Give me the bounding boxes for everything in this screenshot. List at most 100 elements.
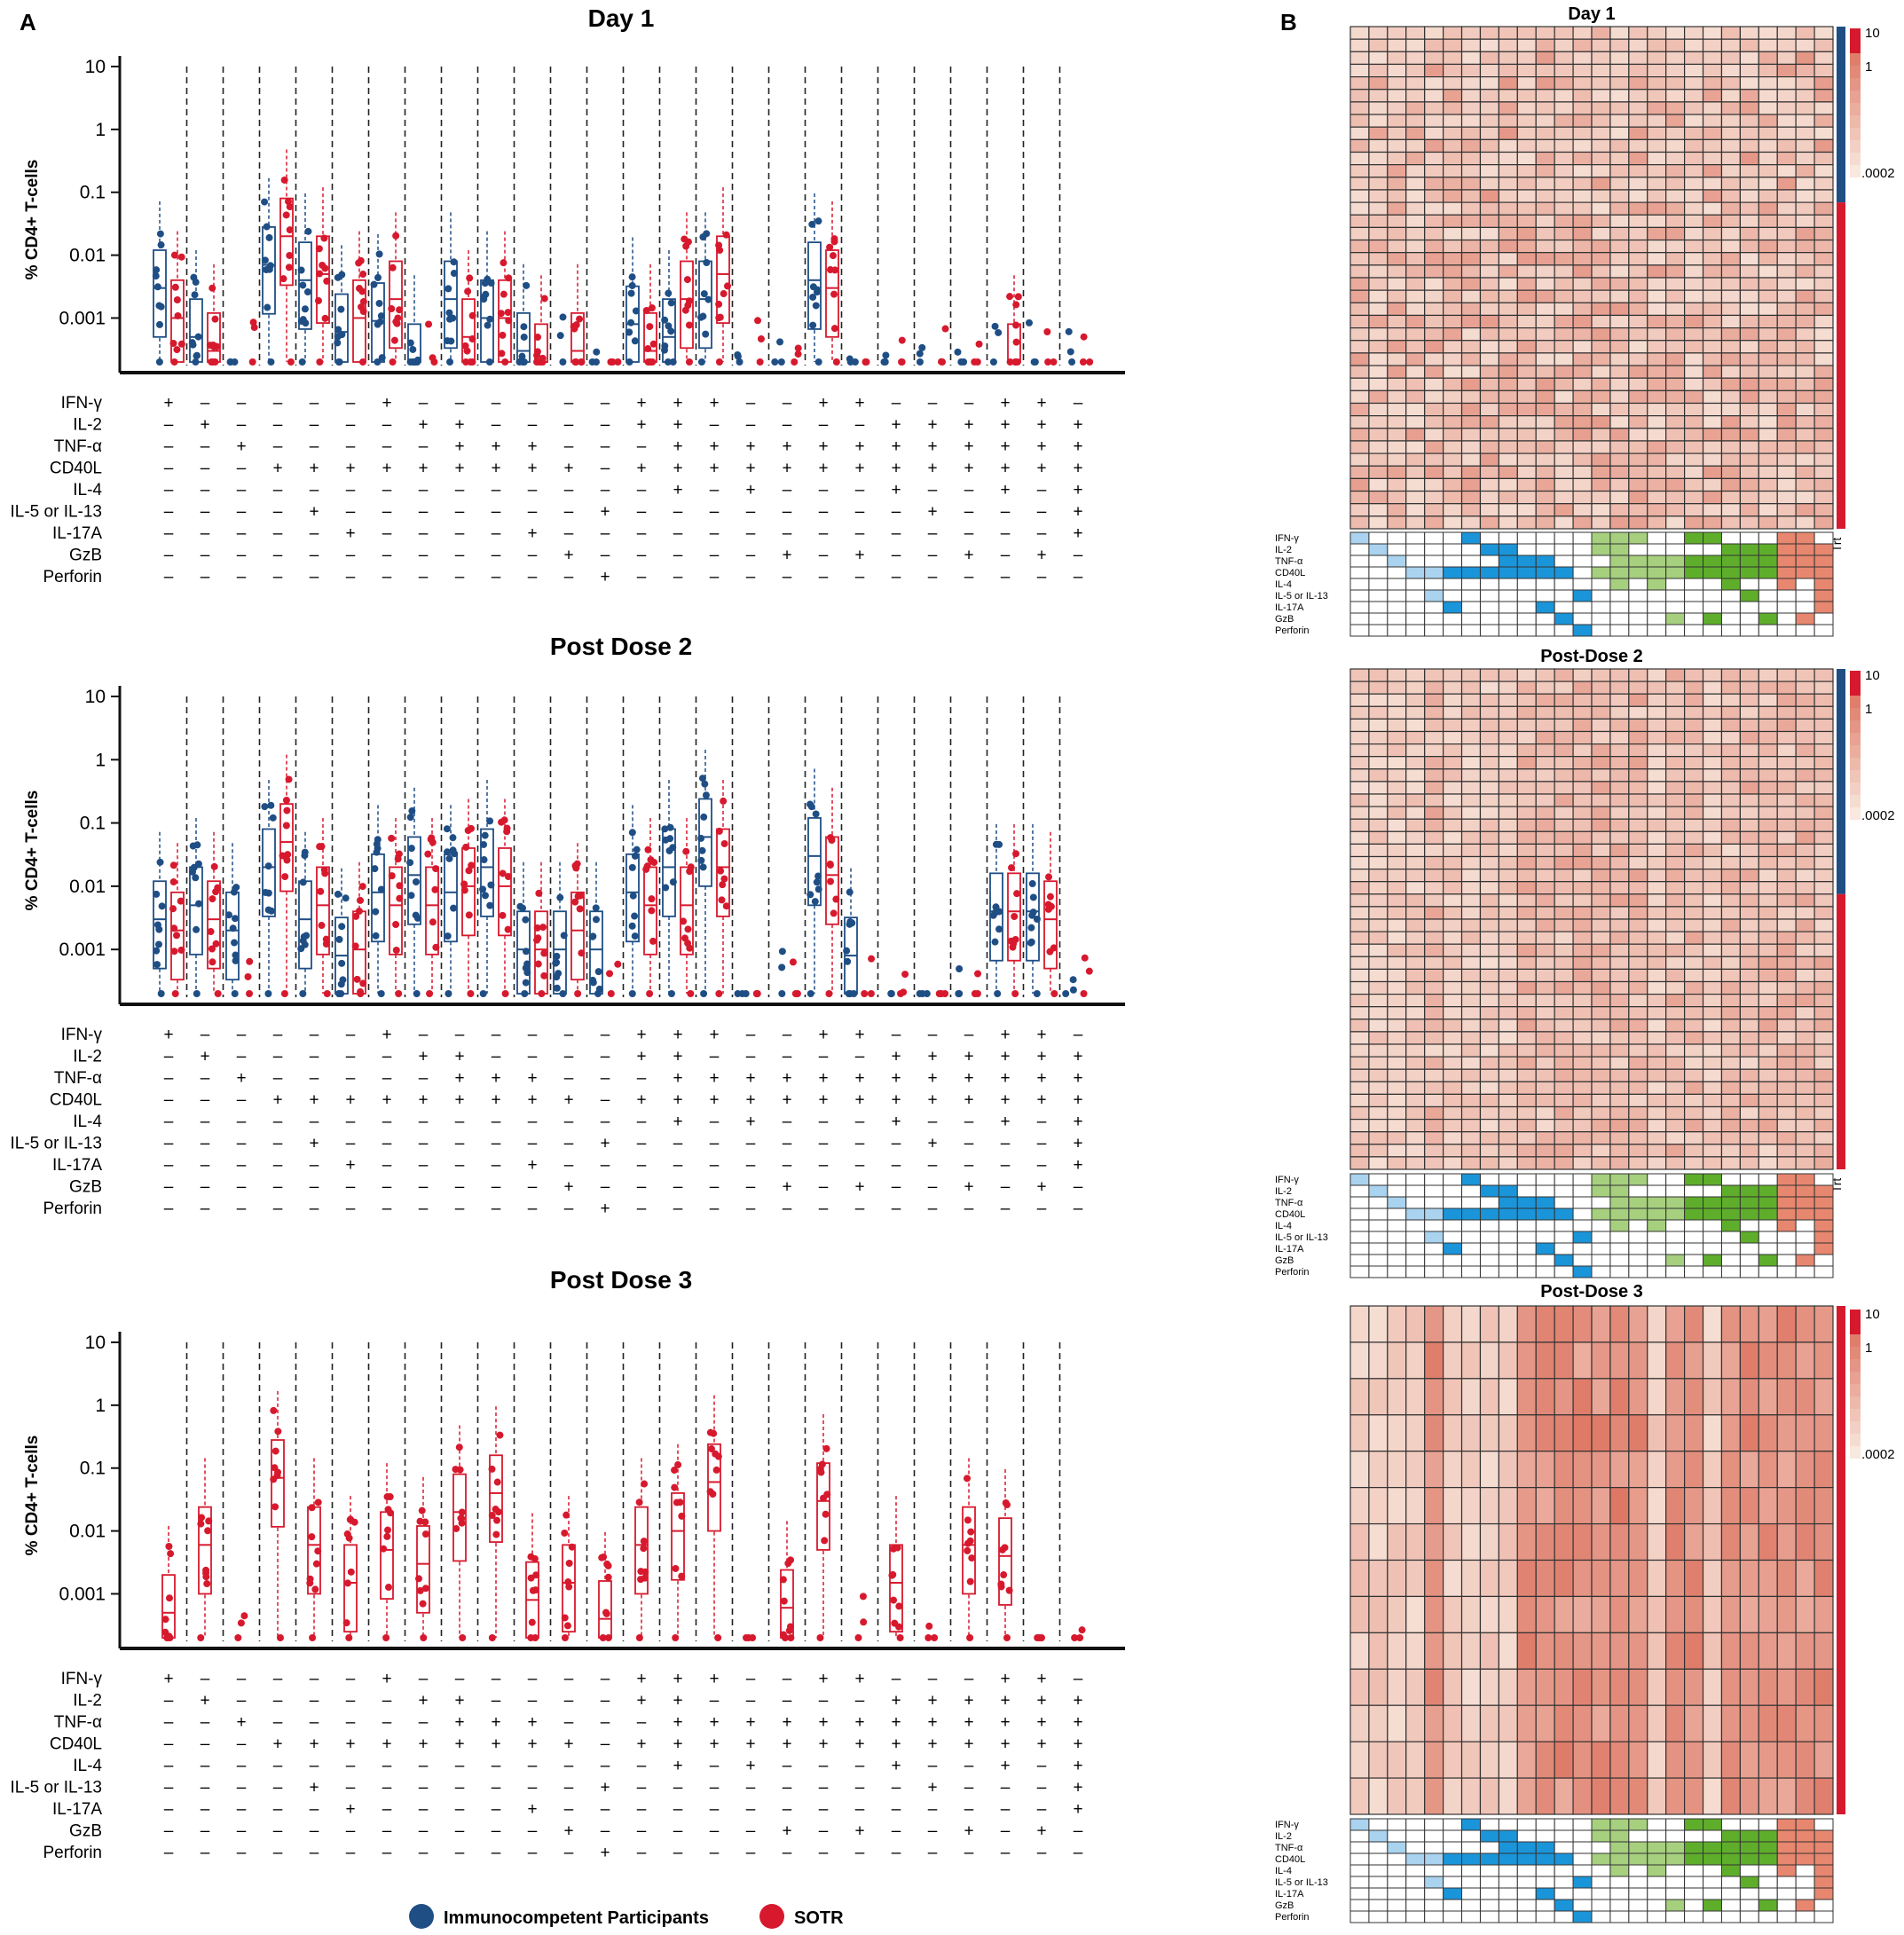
heatmap-cell — [1776, 477, 1797, 492]
marker-sign: – — [928, 394, 938, 413]
heatmap-cell — [1479, 1118, 1499, 1133]
marker-sign: – — [637, 437, 647, 456]
heatmap-cell — [1647, 1777, 1667, 1815]
marker-sign: – — [892, 1844, 901, 1862]
heatmap-cell — [1665, 693, 1686, 707]
heatmap-cell — [1349, 1632, 1370, 1670]
marker-sign: + — [818, 394, 828, 413]
heatmap-cell — [1368, 264, 1389, 279]
heatmap-cell — [1609, 503, 1630, 517]
heatmap-cell — [1424, 806, 1444, 820]
heatmap-cell — [1702, 855, 1723, 870]
heatmap-cell — [1349, 680, 1370, 695]
heatmap-cell — [1443, 705, 1463, 720]
heatmap-cell — [1684, 830, 1704, 845]
heatmap-cell — [1479, 226, 1499, 241]
marker-sign: + — [563, 1735, 573, 1754]
heatmap-cell — [1349, 1704, 1370, 1742]
marker-sign: – — [819, 1135, 829, 1153]
data-point — [299, 281, 307, 289]
marker-grid-cell — [1479, 578, 1499, 591]
marker-sign: + — [1000, 1091, 1010, 1110]
data-point — [493, 1478, 501, 1486]
heatmap-cell — [1591, 1006, 1611, 1020]
heatmap-cell — [1368, 214, 1389, 228]
heatmap-cell — [1628, 1093, 1648, 1108]
heatmap-cell — [1498, 289, 1518, 303]
heatmap-cell — [1758, 1704, 1778, 1742]
marker-sign: – — [201, 1779, 210, 1797]
marker-sign: + — [1000, 481, 1010, 499]
heatmap-cell — [1720, 1378, 1741, 1416]
heatmap-cell — [1609, 226, 1630, 241]
heatmap-cell — [1609, 806, 1630, 820]
y-tick-label: 0.01 — [69, 877, 106, 897]
heatmap-cell — [1702, 718, 1723, 733]
heatmap-cell — [1758, 705, 1778, 720]
data-point — [497, 310, 505, 318]
marker-sign: + — [272, 1091, 282, 1110]
heatmap-cell — [1591, 1414, 1611, 1452]
heatmap-cell — [1443, 151, 1463, 166]
marker-sign: – — [1001, 568, 1011, 586]
marker-grid-cell — [1628, 1254, 1648, 1267]
data-point — [285, 264, 293, 271]
heatmap-cell — [1776, 956, 1797, 971]
heatmap-cell — [1516, 993, 1537, 1008]
heatmap-cell — [1516, 1144, 1537, 1158]
marker-sign: – — [637, 1113, 647, 1131]
heatmap-cell — [1628, 1031, 1648, 1045]
heatmap-cell — [1424, 1031, 1444, 1045]
marker-grid-cell — [1665, 1231, 1686, 1244]
heatmap-cell — [1572, 114, 1593, 128]
heatmap-cell — [1387, 440, 1407, 454]
data-point — [407, 845, 415, 853]
marker-grid-cell — [1443, 543, 1463, 556]
heatmap-cell — [1535, 830, 1555, 845]
marker-sign: – — [201, 1091, 210, 1110]
marker-sign: + — [309, 1779, 319, 1797]
heatmap-cell — [1443, 680, 1463, 695]
heatmap-cell — [1460, 668, 1482, 682]
heatmap-cell — [1554, 1093, 1574, 1108]
heatmap-cell — [1814, 781, 1834, 795]
heatmap-cell — [1535, 402, 1555, 417]
heatmap-cell — [1814, 1378, 1834, 1416]
marker-sign: + — [891, 1069, 901, 1088]
heatmap-cell — [1516, 956, 1537, 971]
data-point — [781, 1634, 789, 1641]
heatmap-cell — [1479, 843, 1499, 858]
heatmap-cell — [1516, 768, 1537, 783]
heatmap-cell — [1702, 1156, 1723, 1170]
data-point — [271, 1447, 279, 1455]
marker-sign: – — [273, 1048, 283, 1066]
marker-sign: – — [783, 1135, 792, 1153]
heatmap-cell — [1443, 881, 1463, 895]
heatmap-cell — [1572, 1741, 1593, 1779]
marker-grid-cell — [1814, 566, 1834, 579]
marker-sign: + — [673, 1026, 682, 1044]
heatmap-cell — [1702, 993, 1723, 1008]
heatmap-cell — [1387, 781, 1407, 795]
heatmap-cell — [1591, 756, 1611, 770]
heatmap-cell — [1387, 1093, 1407, 1108]
heatmap-cell — [1572, 968, 1593, 983]
heatmap-title: Post-Dose 2 — [1540, 647, 1643, 666]
marker-grid-cell — [1554, 1219, 1574, 1232]
heatmap-cell — [1443, 1131, 1463, 1145]
heatmap-title: Post-Dose 3 — [1540, 1282, 1643, 1302]
heatmap-cell — [1368, 289, 1389, 303]
heatmap-cell — [1647, 918, 1667, 932]
heatmap-cell — [1405, 63, 1426, 78]
heatmap-cell — [1387, 1305, 1407, 1343]
heatmap-cell — [1572, 693, 1593, 707]
heatmap-cell — [1758, 490, 1778, 505]
marker-grid-cell — [1424, 1173, 1444, 1186]
data-point — [1050, 990, 1058, 997]
heatmap-cell — [1795, 352, 1815, 366]
data-point — [564, 1578, 572, 1586]
marker-sign: – — [201, 1113, 210, 1131]
marker-sign: + — [854, 1822, 864, 1841]
heatmap-cell — [1758, 931, 1778, 945]
heatmap-cell — [1498, 1131, 1518, 1145]
